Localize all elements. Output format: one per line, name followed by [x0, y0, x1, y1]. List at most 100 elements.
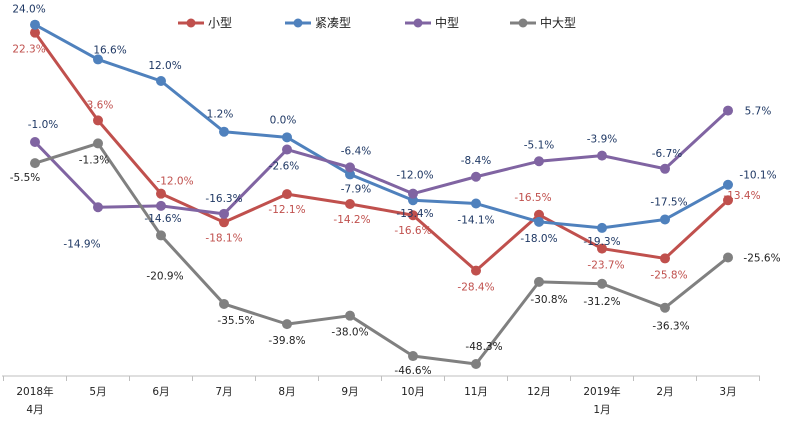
series-points [30, 19, 733, 370]
point-series-1 [723, 195, 733, 206]
point-series-4 [93, 138, 103, 149]
point-series-4 [282, 319, 292, 330]
data-label-series-1: -12.0% [156, 176, 193, 188]
data-label-series-3: -14.9% [63, 238, 100, 250]
x-tick-label: 2019年 [583, 385, 620, 398]
point-series-3 [471, 171, 481, 182]
point-series-3 [345, 162, 355, 173]
point-series-1 [534, 209, 544, 220]
point-series-1 [282, 189, 292, 200]
point-series-3 [723, 105, 733, 116]
data-label-series-4: -1.3% [79, 154, 109, 166]
legend-marker-series-3 [413, 18, 423, 28]
point-series-1 [597, 243, 607, 254]
data-label-series-4: -39.8% [268, 335, 305, 347]
point-series-3 [156, 200, 166, 211]
x-axis: 2018年 4月 5月 6月 7月 8月 9月 10月 11月 12月 2019年 1月 2月 3月 [2, 375, 760, 416]
point-series-2 [597, 222, 607, 233]
data-label-series-4: -46.6% [394, 365, 431, 377]
point-series-1 [408, 210, 418, 221]
point-series-2 [660, 214, 670, 225]
data-label-series-4: -20.9% [146, 270, 183, 282]
data-label-series-2: -19.3% [583, 236, 620, 248]
point-series-2 [723, 179, 733, 190]
legend-label-series-4: 中大型 [540, 15, 576, 30]
data-label-series-2: 24.0% [12, 4, 45, 16]
data-label-series-4: -25.6% [743, 252, 780, 264]
x-tick-label: 12月 [527, 386, 551, 398]
data-label-series-1: -18.1% [205, 232, 242, 244]
line-series-1 [33, 31, 730, 273]
data-label-series-2: 1.2% [207, 109, 234, 121]
data-labels: 22.3% 3.6% -12.0% -18.1% -12.1% -14.2% -16.6% -… [10, 4, 781, 377]
x-tick-label: 2018年 [16, 385, 53, 398]
data-label-series-4: -48.3% [465, 341, 502, 353]
x-tick-label: 4月 [26, 404, 43, 416]
data-label-series-4: -38.0% [331, 327, 368, 339]
x-tick-label: 7月 [215, 386, 232, 398]
data-label-series-3: -16.3% [205, 193, 242, 205]
data-label-series-3: -5.1% [524, 139, 554, 151]
data-label-series-1: -13.4% [723, 190, 760, 202]
data-label-series-3: -8.4% [461, 155, 491, 167]
point-series-1 [660, 253, 670, 264]
x-tick-label: 9月 [341, 386, 358, 398]
point-series-4 [219, 298, 229, 309]
x-tick-label: 1月 [593, 404, 610, 416]
line-series-3 [33, 109, 730, 216]
x-tick-label: 8月 [278, 386, 295, 398]
legend-marker-series-1 [186, 18, 196, 28]
x-tick-label: 6月 [152, 386, 169, 398]
data-label-series-2: 12.0% [148, 60, 181, 72]
data-label-series-1: -14.2% [333, 214, 370, 226]
x-tick-label: 3月 [719, 386, 736, 398]
point-series-3 [408, 188, 418, 199]
series-lines [33, 23, 730, 366]
point-series-3 [219, 208, 229, 219]
data-label-series-2: 0.0% [270, 114, 297, 126]
point-series-4 [408, 351, 418, 362]
point-series-3 [30, 137, 40, 148]
data-label-series-2: -7.9% [341, 183, 371, 195]
data-label-series-4: -5.5% [10, 172, 40, 184]
point-series-4 [471, 359, 481, 370]
data-label-series-3: -6.7% [652, 148, 682, 160]
point-series-1 [345, 198, 355, 209]
data-label-series-3: 5.7% [745, 106, 772, 118]
data-label-series-1: -25.8% [650, 269, 687, 281]
data-label-series-1: -28.4% [457, 282, 494, 294]
data-label-series-2: -10.1% [739, 170, 776, 182]
data-label-series-1: -23.7% [587, 260, 624, 272]
point-series-2 [219, 126, 229, 137]
data-label-series-2: 16.6% [93, 44, 126, 56]
data-label-series-4: -36.3% [652, 321, 689, 333]
data-label-series-3: -6.4% [341, 145, 371, 157]
point-series-2 [30, 19, 40, 30]
point-series-1 [93, 115, 103, 126]
data-label-series-3: -14.6% [144, 213, 181, 225]
line-series-2 [34, 23, 729, 230]
data-label-series-1: 3.6% [87, 99, 114, 111]
point-series-2 [345, 169, 355, 180]
line-series-4 [34, 141, 729, 366]
data-label-series-2: -13.4% [396, 208, 433, 220]
data-label-series-3: -1.0% [28, 119, 58, 131]
legend-label-series-2: 紧凑型 [315, 16, 351, 30]
legend-marker-series-4 [518, 18, 528, 28]
point-series-2 [93, 54, 103, 65]
data-label-series-2: -18.0% [520, 233, 557, 245]
point-series-2 [156, 76, 166, 87]
data-label-series-1: -16.5% [514, 192, 551, 204]
point-series-3 [660, 163, 670, 174]
legend-label-series-3: 中型 [435, 15, 459, 30]
point-series-4 [597, 278, 607, 289]
point-series-1 [219, 217, 229, 228]
data-label-series-4: -31.2% [583, 296, 620, 308]
data-label-series-1: -16.6% [394, 225, 431, 237]
x-tick-label: 5月 [89, 386, 106, 398]
point-series-3 [534, 156, 544, 167]
point-series-4 [660, 302, 670, 313]
point-series-1 [156, 188, 166, 199]
point-series-1 [471, 265, 481, 276]
